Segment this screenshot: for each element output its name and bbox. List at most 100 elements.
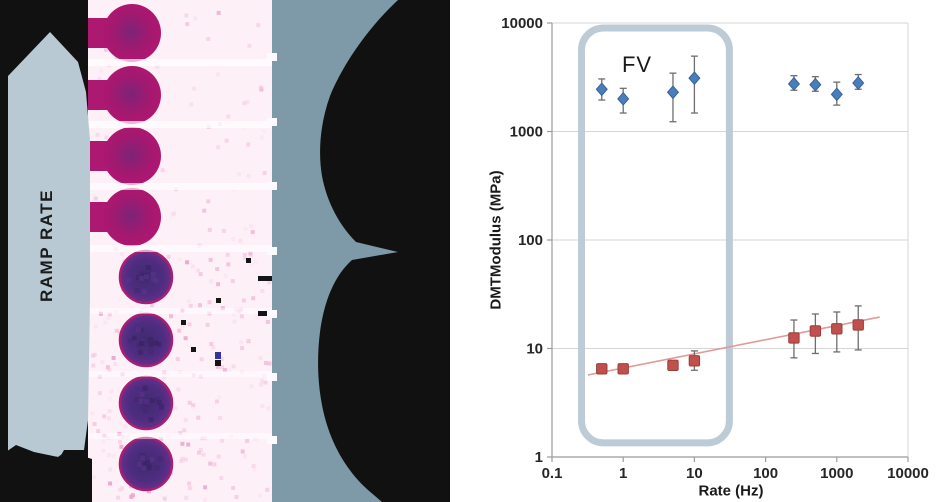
purple-blob-pixel bbox=[146, 265, 152, 271]
x-tick-label: 100 bbox=[753, 465, 778, 482]
noise-pixel bbox=[242, 101, 247, 106]
noise-pixel bbox=[102, 433, 107, 438]
data-point-diamond bbox=[809, 77, 822, 92]
purple-blob bbox=[118, 312, 174, 368]
magenta-blob bbox=[103, 66, 161, 124]
noise-pixel bbox=[207, 311, 212, 316]
noise-pixel bbox=[250, 230, 255, 235]
noise-pixel bbox=[176, 387, 181, 392]
noise-pixel bbox=[219, 476, 224, 481]
noise-pixel bbox=[216, 145, 221, 150]
noise-pixel bbox=[265, 487, 270, 492]
purple-blob-pixel bbox=[140, 455, 146, 461]
noise-pixel bbox=[103, 320, 108, 325]
noise-pixel bbox=[198, 272, 203, 277]
noise-pixel bbox=[234, 307, 239, 312]
fv-highlight-box bbox=[578, 24, 733, 447]
noise-pixel bbox=[107, 416, 111, 421]
noise-pixel bbox=[231, 486, 236, 490]
noise-pixel bbox=[243, 227, 248, 231]
data-point-diamond bbox=[666, 85, 680, 100]
noise-pixel bbox=[208, 461, 213, 466]
data-point-diamond bbox=[688, 71, 701, 86]
noise-pixel bbox=[245, 99, 250, 104]
noise-pixel bbox=[234, 495, 239, 499]
x-tick-label: 10 bbox=[686, 465, 703, 482]
purple-blob-pixel bbox=[136, 342, 142, 348]
data-points-layer bbox=[595, 71, 865, 375]
noise-pixel bbox=[155, 64, 160, 69]
noise-pixel bbox=[91, 353, 95, 358]
x-tick-label: 10000 bbox=[887, 465, 929, 482]
noise-pixel bbox=[158, 437, 163, 442]
purple-blob-pixel bbox=[143, 399, 149, 405]
noise-pixel bbox=[216, 10, 221, 15]
noise-pixel bbox=[182, 428, 187, 433]
purple-blob-pixel bbox=[141, 462, 147, 468]
noise-pixel bbox=[247, 43, 252, 48]
noise-pixel bbox=[240, 346, 245, 351]
noise-pixel bbox=[178, 370, 183, 374]
noise-pixel bbox=[187, 400, 192, 405]
y-tick-label: 100 bbox=[518, 232, 543, 249]
noise-pixel bbox=[265, 320, 270, 324]
noise-pixel bbox=[226, 114, 231, 119]
noise-pixel bbox=[231, 364, 236, 369]
noise-pixel bbox=[262, 373, 266, 378]
trend-line-layer bbox=[587, 316, 880, 376]
y-axis-title: DMTModulus (MPa) bbox=[487, 170, 505, 310]
noise-pixel bbox=[198, 374, 203, 379]
purple-blob-pixel bbox=[150, 271, 156, 277]
noise-pixel bbox=[245, 338, 250, 343]
purple-blob-pixel bbox=[137, 461, 143, 467]
magenta-blob bbox=[103, 127, 161, 185]
noise-pixel bbox=[198, 303, 202, 308]
noise-pixel bbox=[260, 404, 265, 408]
noise-pixel bbox=[263, 361, 268, 365]
purple-blob-pixel bbox=[154, 465, 160, 471]
noise-pixel bbox=[251, 296, 256, 301]
noise-pixel bbox=[179, 459, 184, 464]
noise-pixel bbox=[93, 324, 98, 329]
purple-blob-pixel bbox=[149, 398, 155, 403]
noise-pixel bbox=[220, 306, 225, 311]
purple-blob-pixel bbox=[138, 271, 144, 277]
noise-pixel bbox=[252, 467, 257, 472]
noise-pixel bbox=[102, 414, 107, 419]
noise-pixel bbox=[238, 307, 243, 312]
tile-separators bbox=[88, 59, 272, 439]
noise-pixel bbox=[262, 171, 267, 175]
noise-pixel bbox=[240, 449, 245, 454]
noise-pixel bbox=[203, 497, 207, 502]
noise-pixel bbox=[160, 168, 165, 173]
noise-pixel bbox=[239, 314, 244, 319]
purple-blob-pixel bbox=[156, 341, 162, 347]
noise-pixel bbox=[162, 375, 167, 380]
noise-pixel bbox=[248, 262, 253, 267]
noise-pixel bbox=[180, 308, 185, 313]
noise-pixel bbox=[101, 448, 106, 453]
noise-pixel bbox=[113, 362, 118, 366]
purple-blob-pixel bbox=[141, 465, 147, 471]
noise-pixel bbox=[120, 252, 125, 257]
afm-montage: RAMP RATE bbox=[0, 0, 450, 502]
purple-blob-pixel bbox=[148, 342, 154, 348]
ramp-rate-arrow bbox=[8, 32, 90, 457]
noise-pixel bbox=[130, 493, 135, 498]
fv-highlight-box-rect bbox=[578, 24, 733, 447]
purple-blob-pixel bbox=[150, 276, 156, 282]
noise-pixel bbox=[187, 486, 192, 491]
noise-pixel bbox=[91, 475, 96, 480]
noise-pixel bbox=[191, 373, 196, 378]
noise-pixel bbox=[256, 23, 261, 28]
noise-pixel bbox=[95, 132, 100, 137]
noise-pixel bbox=[146, 489, 151, 494]
noise-pixel bbox=[242, 454, 247, 459]
purple-blob-pixel bbox=[138, 341, 144, 346]
noise-pixel bbox=[259, 135, 264, 140]
fv-annotation: FV bbox=[621, 52, 653, 77]
noise-pixel bbox=[224, 138, 229, 143]
noise-pixel bbox=[185, 260, 190, 265]
data-point-square bbox=[667, 359, 679, 372]
purple-blob-pixel bbox=[157, 456, 163, 462]
